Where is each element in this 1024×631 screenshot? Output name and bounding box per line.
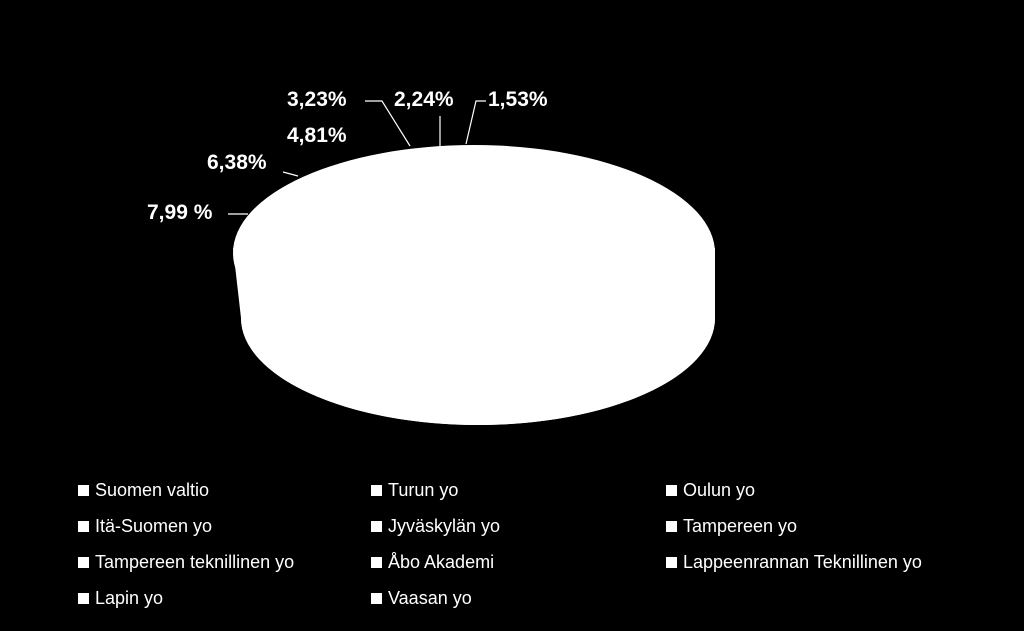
legend-swatch <box>78 557 89 568</box>
legend-label: Jyväskylän yo <box>388 516 501 536</box>
legend-swatch <box>666 521 677 532</box>
legend-item: Itä-Suomen yo <box>78 516 212 537</box>
legend-swatch <box>78 521 89 532</box>
legend-item: Turun yo <box>371 480 458 501</box>
legend-label: Suomen valtio <box>95 480 210 500</box>
legend-label: Lapin yo <box>95 588 164 608</box>
legend-swatch <box>78 593 89 604</box>
legend-label: Åbo Akademi <box>388 552 495 572</box>
pie-top <box>233 145 715 361</box>
legend-swatch <box>666 557 677 568</box>
legend-label: Itä-Suomen yo <box>95 516 213 536</box>
legend-item: Lappeenrannan Teknillinen yo <box>666 552 922 573</box>
legend-item: Tampereen teknillinen yo <box>78 552 294 573</box>
legend-label: Tampereen yo <box>683 516 798 536</box>
legend-item: Suomen valtio <box>78 480 209 501</box>
legend-swatch <box>371 521 382 532</box>
data-label: 4,81% <box>287 124 347 147</box>
data-label: 1,53% <box>488 88 548 111</box>
legend-label: Tampereen teknillinen yo <box>95 552 295 572</box>
legend-swatch <box>371 593 382 604</box>
leader-line <box>365 100 411 147</box>
data-label: 3,23% <box>287 88 347 111</box>
legend-label: Turun yo <box>388 480 459 500</box>
legend-swatch <box>78 485 89 496</box>
legend-item: Oulun yo <box>666 480 755 501</box>
legend-item: Lapin yo <box>78 588 163 609</box>
data-label: 7,99 % <box>147 201 213 224</box>
legend-label: Oulun yo <box>683 480 756 500</box>
leader-line <box>282 171 299 177</box>
legend-swatch <box>666 485 677 496</box>
legend-swatch <box>371 557 382 568</box>
data-label: 6,38% <box>207 151 267 174</box>
legend-item: Tampereen yo <box>666 516 797 537</box>
legend-item: Vaasan yo <box>371 588 472 609</box>
legend-label: Vaasan yo <box>388 588 472 608</box>
legend-item: Åbo Akademi <box>371 552 494 573</box>
legend-item: Jyväskylän yo <box>371 516 500 537</box>
data-label: 2,24% <box>394 88 454 111</box>
legend-swatch <box>371 485 382 496</box>
leader-line <box>465 100 486 145</box>
legend-label: Lappeenrannan Teknillinen yo <box>683 552 922 572</box>
